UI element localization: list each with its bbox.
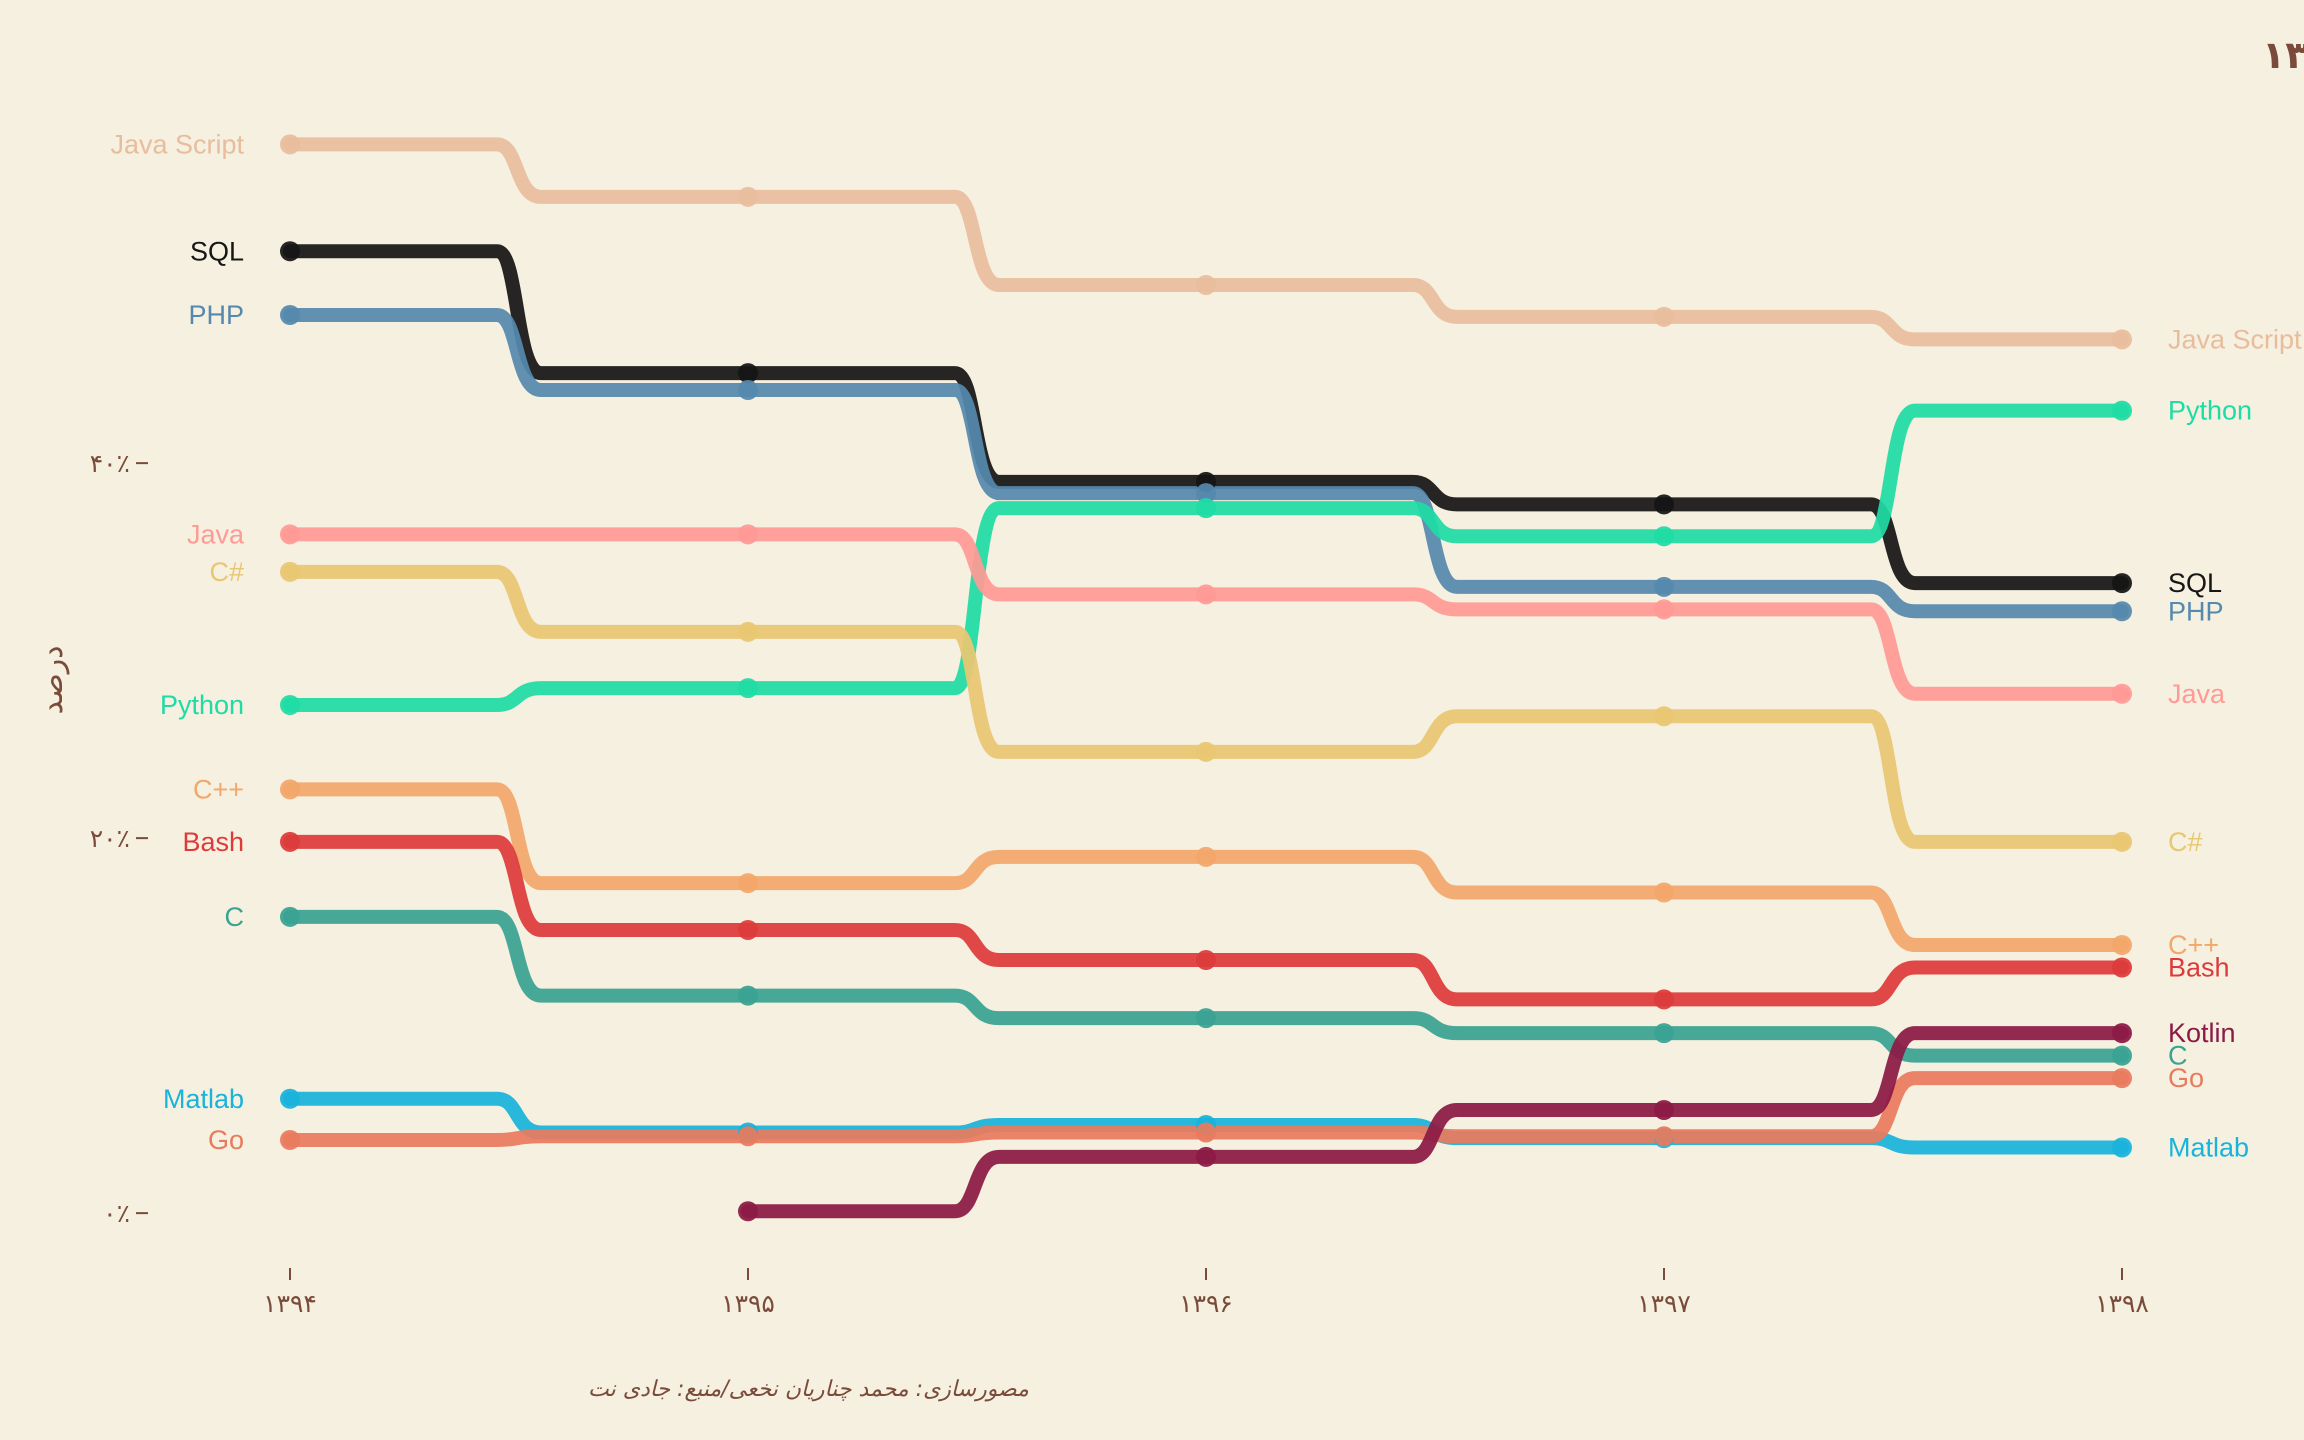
data-point-bash-0 bbox=[280, 832, 300, 852]
data-point-php-1 bbox=[738, 380, 758, 400]
chart-title: نسبت کاربران زبان های برنامه نویسی مختلف… bbox=[2262, 33, 2304, 77]
data-point-bash-2 bbox=[1196, 950, 1216, 970]
data-point-c-4 bbox=[2112, 1046, 2132, 1066]
data-point-bash-4 bbox=[2112, 958, 2132, 978]
left-series-labels: Java Script SQL PHP Python Java C# C++ Bash C Mat… bbox=[110, 129, 245, 1155]
data-point-c-1 bbox=[738, 986, 758, 1006]
data-point-c-1 bbox=[738, 622, 758, 642]
label-right-java-script: Java Script bbox=[2168, 324, 2302, 354]
series-points bbox=[280, 134, 2132, 1221]
data-point-java-script-2 bbox=[1196, 275, 1216, 295]
label-left-php: PHP bbox=[188, 300, 244, 330]
label-left-java-script: Java Script bbox=[110, 129, 244, 159]
data-point-php-4 bbox=[2112, 601, 2132, 621]
data-point-java-3 bbox=[1654, 599, 1674, 619]
data-point-c-3 bbox=[1654, 1023, 1674, 1043]
data-point-java-4 bbox=[2112, 684, 2132, 704]
data-point-matlab-4 bbox=[2112, 1138, 2132, 1158]
data-point-python-1 bbox=[738, 678, 758, 698]
label-right-python: Python bbox=[2168, 396, 2252, 426]
data-point-matlab-0 bbox=[280, 1089, 300, 1109]
data-point-c-2 bbox=[1196, 1008, 1216, 1028]
label-right-java: Java bbox=[2168, 679, 2226, 709]
label-right-kotlin: Kotlin bbox=[2168, 1018, 2236, 1048]
data-point-kotlin-3 bbox=[1654, 1100, 1674, 1120]
x-tick-label-2: ۱۳۹۶ bbox=[1179, 1289, 1233, 1318]
label-right-bash: Bash bbox=[2168, 953, 2230, 983]
data-point-go-4 bbox=[2112, 1068, 2132, 1088]
data-point-c-4 bbox=[2112, 935, 2132, 955]
data-point-sql-3 bbox=[1654, 494, 1674, 514]
label-right-php: PHP bbox=[2168, 596, 2224, 626]
data-point-java-1 bbox=[738, 524, 758, 544]
data-point-java-0 bbox=[280, 524, 300, 544]
data-point-c-0 bbox=[280, 562, 300, 582]
series-line-c bbox=[290, 789, 2122, 945]
label-left-java: Java bbox=[187, 519, 245, 549]
x-tick-label-4: ۱۳۹۸ bbox=[2095, 1289, 2149, 1318]
data-point-java-script-1 bbox=[738, 187, 758, 207]
data-point-bash-3 bbox=[1654, 989, 1674, 1009]
series-line-php bbox=[290, 315, 2122, 611]
y-tick-label-0: ۰٪ bbox=[103, 1199, 130, 1228]
data-point-kotlin-4 bbox=[2112, 1023, 2132, 1043]
data-point-c-0 bbox=[280, 779, 300, 799]
x-tick-label-3: ۱۳۹۷ bbox=[1637, 1289, 1691, 1318]
y-tick-label-1: ۲۰٪ bbox=[90, 824, 130, 853]
data-point-bash-1 bbox=[738, 920, 758, 940]
data-point-c-4 bbox=[2112, 832, 2132, 852]
label-left-c: C++ bbox=[193, 774, 244, 804]
series-line-java bbox=[290, 534, 2122, 693]
data-point-kotlin-2 bbox=[1196, 1147, 1216, 1167]
label-right-c: C# bbox=[2168, 827, 2203, 857]
y-axis-label: درصد bbox=[35, 645, 70, 714]
series-line-java-script bbox=[290, 144, 2122, 339]
y-axis-ticks: ۰٪ ۲۰٪ ۴۰٪ bbox=[90, 449, 148, 1228]
data-point-sql-0 bbox=[280, 241, 300, 261]
data-point-php-0 bbox=[280, 305, 300, 325]
label-right-sql: SQL bbox=[2168, 568, 2222, 598]
label-left-c: C# bbox=[209, 557, 244, 587]
data-point-python-4 bbox=[2112, 401, 2132, 421]
data-point-c-1 bbox=[738, 873, 758, 893]
data-point-python-3 bbox=[1654, 526, 1674, 546]
label-right-go: Go bbox=[2168, 1063, 2204, 1093]
data-point-c-3 bbox=[1654, 883, 1674, 903]
data-point-java-script-0 bbox=[280, 134, 300, 154]
data-point-python-2 bbox=[1196, 498, 1216, 518]
data-point-kotlin-1 bbox=[738, 1201, 758, 1221]
label-left-c: C bbox=[225, 902, 245, 932]
data-point-go-3 bbox=[1654, 1126, 1674, 1146]
data-point-c-3 bbox=[1654, 706, 1674, 726]
data-point-go-1 bbox=[738, 1126, 758, 1146]
data-point-c-0 bbox=[280, 907, 300, 927]
x-tick-label-1: ۱۳۹۵ bbox=[721, 1289, 775, 1318]
data-point-java-script-4 bbox=[2112, 329, 2132, 349]
data-point-java-script-3 bbox=[1654, 307, 1674, 327]
chart-caption: مصورسازی: محمد چناریان نخعی/منبع: جادی ن… bbox=[588, 1377, 1029, 1402]
data-point-php-3 bbox=[1654, 577, 1674, 597]
x-axis-ticks: ۱۳۹۴ ۱۳۹۵ ۱۳۹۶ ۱۳۹۷ ۱۳۹۸ bbox=[263, 1268, 2149, 1318]
data-point-go-0 bbox=[280, 1130, 300, 1150]
data-point-sql-4 bbox=[2112, 573, 2132, 593]
x-tick-label-0: ۱۳۹۴ bbox=[263, 1289, 317, 1318]
y-tick-label-2: ۴۰٪ bbox=[90, 449, 130, 478]
label-left-python: Python bbox=[160, 690, 244, 720]
series-line-c bbox=[290, 917, 2122, 1056]
series-line-python bbox=[290, 411, 2122, 705]
data-point-go-2 bbox=[1196, 1123, 1216, 1143]
data-point-c-2 bbox=[1196, 847, 1216, 867]
label-left-matlab: Matlab bbox=[163, 1084, 244, 1114]
data-point-c-2 bbox=[1196, 742, 1216, 762]
label-left-sql: SQL bbox=[190, 236, 244, 266]
label-right-matlab: Matlab bbox=[2168, 1133, 2249, 1163]
label-left-bash: Bash bbox=[182, 827, 244, 857]
data-point-java-2 bbox=[1196, 584, 1216, 604]
data-point-python-0 bbox=[280, 695, 300, 715]
series-lines bbox=[290, 144, 2122, 1211]
label-left-go: Go bbox=[208, 1125, 244, 1155]
